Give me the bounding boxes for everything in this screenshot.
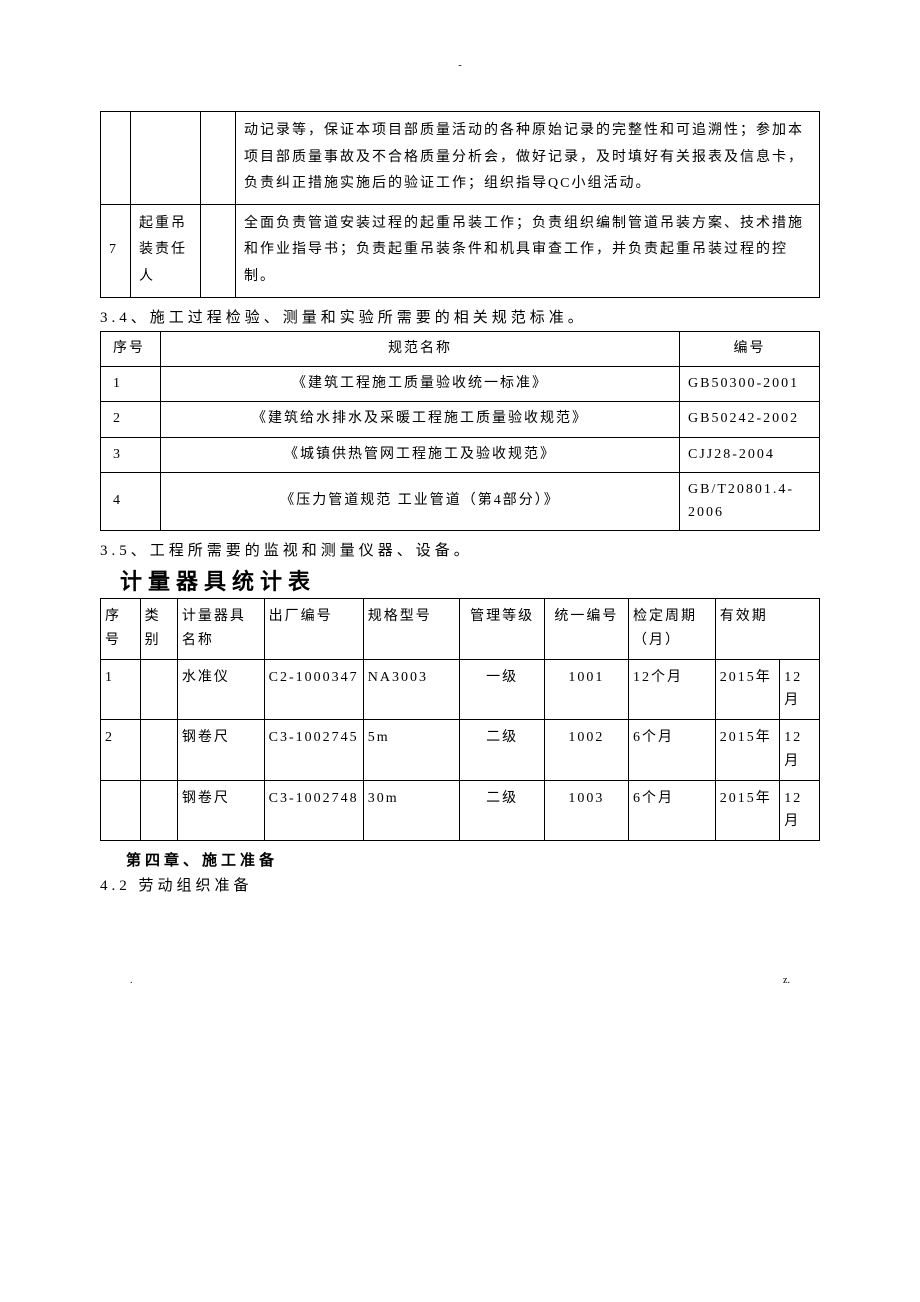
chapter-4-title: 第四章、施工准备 bbox=[126, 849, 820, 870]
th-period: 检定周期（月） bbox=[629, 598, 716, 659]
footer-right: z. bbox=[783, 975, 790, 986]
table-row: 3《城镇供热管网工程施工及验收规范》CJJ28-2004 bbox=[101, 437, 820, 472]
th-name: 规范名称 bbox=[161, 331, 680, 366]
table-row: 1水准仪C2-1000347NA3003一级100112个月2015年12月 bbox=[101, 659, 820, 720]
table-row: 7起重吊装责任人全面负责管道安装过程的起重吊装工作；负责组织编制管道吊装方案、技… bbox=[101, 204, 820, 297]
footer-left: . bbox=[130, 975, 133, 986]
th-cat: 类别 bbox=[140, 598, 177, 659]
th-level: 管理等级 bbox=[460, 598, 544, 659]
page-footer: . z. bbox=[100, 975, 820, 986]
section-3-4-title: 3.4、施工过程检验、测量和实验所需要的相关规范标准。 bbox=[100, 306, 820, 327]
th-spec: 规格型号 bbox=[363, 598, 460, 659]
section-4-2-title: 4.2 劳动组织准备 bbox=[100, 874, 820, 895]
instruments-subtitle: 计量器具统计表 bbox=[120, 564, 820, 596]
th-seq: 序号 bbox=[101, 331, 161, 366]
th-code: 编号 bbox=[680, 331, 820, 366]
table-row: 2钢卷尺C3-10027455m二级10026个月2015年12月 bbox=[101, 720, 820, 781]
table-row: 4《压力管道规范 工业管道（第4部分）》GB/T20801.4-2006 bbox=[101, 473, 820, 531]
standards-table: 序号 规范名称 编号 1《建筑工程施工质量验收统一标准》GB50300-2001… bbox=[100, 331, 820, 531]
section-3-5-title: 3.5、工程所需要的监视和测量仪器、设备。 bbox=[100, 539, 820, 560]
table-row: 2《建筑给水排水及采暖工程施工质量验收规范》GB50242-2002 bbox=[101, 402, 820, 437]
th-sn: 出厂编号 bbox=[264, 598, 363, 659]
th-seq: 序号 bbox=[101, 598, 141, 659]
instruments-table: 序号 类别 计量器具名称 出厂编号 规格型号 管理等级 统一编号 检定周期（月）… bbox=[100, 598, 820, 841]
table-row: 动记录等，保证本项目部质量活动的各种原始记录的完整性和可追溯性；参加本项目部质量… bbox=[101, 112, 820, 205]
table-row: 钢卷尺C3-100274830m二级10036个月2015年12月 bbox=[101, 780, 820, 841]
page-mark-top: - bbox=[100, 60, 820, 71]
th-unino: 统一编号 bbox=[544, 598, 628, 659]
th-valid: 有效期 bbox=[715, 598, 819, 659]
table-row: 1《建筑工程施工质量验收统一标准》GB50300-2001 bbox=[101, 366, 820, 401]
responsibility-table: 动记录等，保证本项目部质量活动的各种原始记录的完整性和可追溯性；参加本项目部质量… bbox=[100, 111, 820, 298]
th-name: 计量器具名称 bbox=[177, 598, 264, 659]
